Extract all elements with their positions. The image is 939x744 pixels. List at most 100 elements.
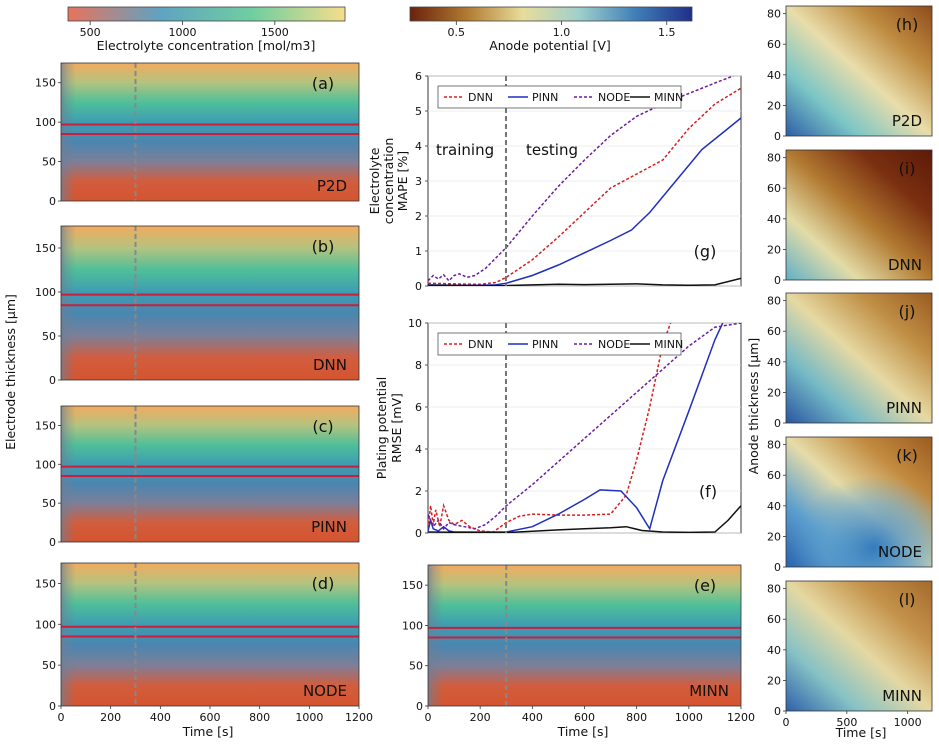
y-tick-label: 4 (415, 443, 422, 456)
anode-heatmap (786, 581, 932, 711)
model-label: P2D (892, 112, 922, 130)
anode-heatmap-overlay (786, 437, 932, 567)
y-tick-label: 20 (767, 99, 781, 112)
anode-map-pinn: 0 20 40 60 80 (j) PINN (767, 292, 933, 430)
x-tick-label: 200 (100, 711, 121, 724)
y-tick-label: 3 (415, 175, 422, 188)
anode-colorbar-gradient (409, 6, 693, 22)
panel-label: (k) (896, 446, 918, 465)
model-label: MINN (689, 682, 729, 700)
series-line-minn (428, 505, 741, 533)
x-tick-label: 1200 (727, 711, 755, 724)
heatmap-frame (785, 5, 933, 137)
y-tick-label: 0 (774, 705, 781, 718)
anode-colorbar-label: Anode potential [V] (489, 38, 611, 53)
y-tick-label: 100 (35, 116, 56, 129)
concentration-ylabel: Electrode thickness [μm] (3, 294, 18, 450)
panel-label: (a) (312, 74, 334, 93)
panel-label: (e) (694, 576, 716, 595)
y-tick-label: 150 (35, 77, 56, 90)
mape-ylabel-line: concentration (381, 138, 396, 225)
panel-label: (i) (899, 159, 916, 178)
heatmap-frame (60, 225, 360, 381)
y-tick-label: 0 (49, 700, 56, 713)
y-tick-label: 50 (42, 497, 56, 510)
panel-label: (h) (896, 15, 919, 34)
panel-label: (d) (312, 574, 335, 593)
y-tick-label: 40 (767, 69, 781, 82)
mape-ylabel-line: Electrolyte (367, 147, 382, 214)
series-line-pinn (428, 323, 724, 533)
colorbar-tick-label: 500 (80, 26, 101, 39)
y-tick-label: 6 (415, 70, 422, 83)
x-tick-label: 800 (249, 711, 270, 724)
panel-label: (b) (312, 237, 335, 256)
electrolyte-colorbar-label: Electrolyte concentration [mol/m3] (97, 38, 316, 53)
y-tick-label: 4 (415, 140, 422, 153)
y-tick-label: 20 (767, 530, 781, 543)
panel-label: (l) (899, 590, 916, 609)
legend-label: NODE (598, 338, 630, 351)
heatmap-frame (60, 405, 360, 543)
mape-legend: DNN PINN NODE MINN (437, 85, 683, 109)
y-tick-label: 20 (767, 243, 781, 256)
y-tick-label: 50 (409, 660, 423, 673)
testing-annotation: testing (526, 141, 578, 159)
y-tick-label: 0 (49, 536, 56, 549)
mape-ylabel-line: MAPE [%] (395, 151, 410, 211)
y-tick-label: 100 (35, 286, 56, 299)
y-tick-label: 60 (767, 38, 781, 51)
anode-heatmap (786, 293, 932, 423)
y-tick-label: 1 (415, 245, 422, 258)
x-tick-label: 200 (470, 711, 491, 724)
x-tick-label: 600 (200, 711, 221, 724)
x-tick-label: 400 (150, 711, 171, 724)
heatmap-frame (785, 580, 933, 712)
y-tick-label: 0 (49, 195, 56, 208)
y-tick-label: 100 (402, 619, 423, 632)
concentration-map-dnn: 0 50 100 150 (b) DNN (35, 225, 360, 387)
model-label: DNN (888, 256, 922, 274)
panel-label: (c) (312, 417, 333, 436)
y-tick-label: 40 (767, 356, 781, 369)
legend-label: PINN (532, 91, 558, 104)
x-tick-label: 1000 (675, 711, 703, 724)
y-tick-label: 0 (774, 417, 781, 430)
anode-map-node: 0 20 40 60 80 (k) NODE (767, 436, 933, 574)
concentration-map-minn: 0 50 100 150 0 200 400 600 800 1000 1200 (e) MINN (402, 564, 755, 724)
y-tick-label: 50 (42, 659, 56, 672)
mape-chart: 0 1 2 3 4 5 6 Electrolyte concentration MAPE [… (367, 70, 742, 293)
y-tick-label: 60 (767, 469, 781, 482)
model-label: DNN (313, 356, 347, 374)
model-label: NODE (878, 543, 922, 561)
electrolyte-colorbar-gradient (67, 6, 346, 22)
legend-label: PINN (532, 338, 558, 351)
y-tick-label: 0 (415, 527, 422, 540)
electrolyte-colorbar: 500 1000 1500 Electrolyte concentration [m… (67, 6, 346, 53)
y-tick-label: 0 (416, 700, 423, 713)
colorbar-tick-label: 1.0 (553, 26, 571, 39)
heatmap-frame (785, 149, 933, 281)
legend-label: DNN (468, 91, 493, 104)
y-tick-label: 80 (767, 583, 781, 596)
y-tick-label: 6 (415, 401, 422, 414)
rmse-ylabel-line: Plating potential (374, 377, 389, 479)
mape-panel-label: (g) (694, 242, 717, 261)
legend-label: NODE (598, 91, 630, 104)
anode-xlabel: Time [s] (835, 725, 887, 740)
concentration-heatmap-shading (61, 63, 359, 201)
colorbar-tick-label: 1000 (168, 26, 196, 39)
y-tick-label: 10 (408, 317, 422, 330)
series-line-node (428, 76, 734, 282)
x-tick-label: 600 (574, 711, 595, 724)
concentration-map-p2d: 0 50 100 150 (a) P2D (35, 62, 360, 208)
anode-map-dnn: 0 20 40 60 80 (i) DNN (767, 149, 933, 287)
y-tick-label: 80 (767, 152, 781, 165)
rmse-plot-area (427, 322, 742, 534)
legend-box (437, 332, 682, 356)
rmse-ylabel-line: RMSE [mV] (389, 393, 404, 463)
rmse-panel-label: (f) (699, 482, 717, 501)
y-tick-label: 150 (35, 419, 56, 432)
